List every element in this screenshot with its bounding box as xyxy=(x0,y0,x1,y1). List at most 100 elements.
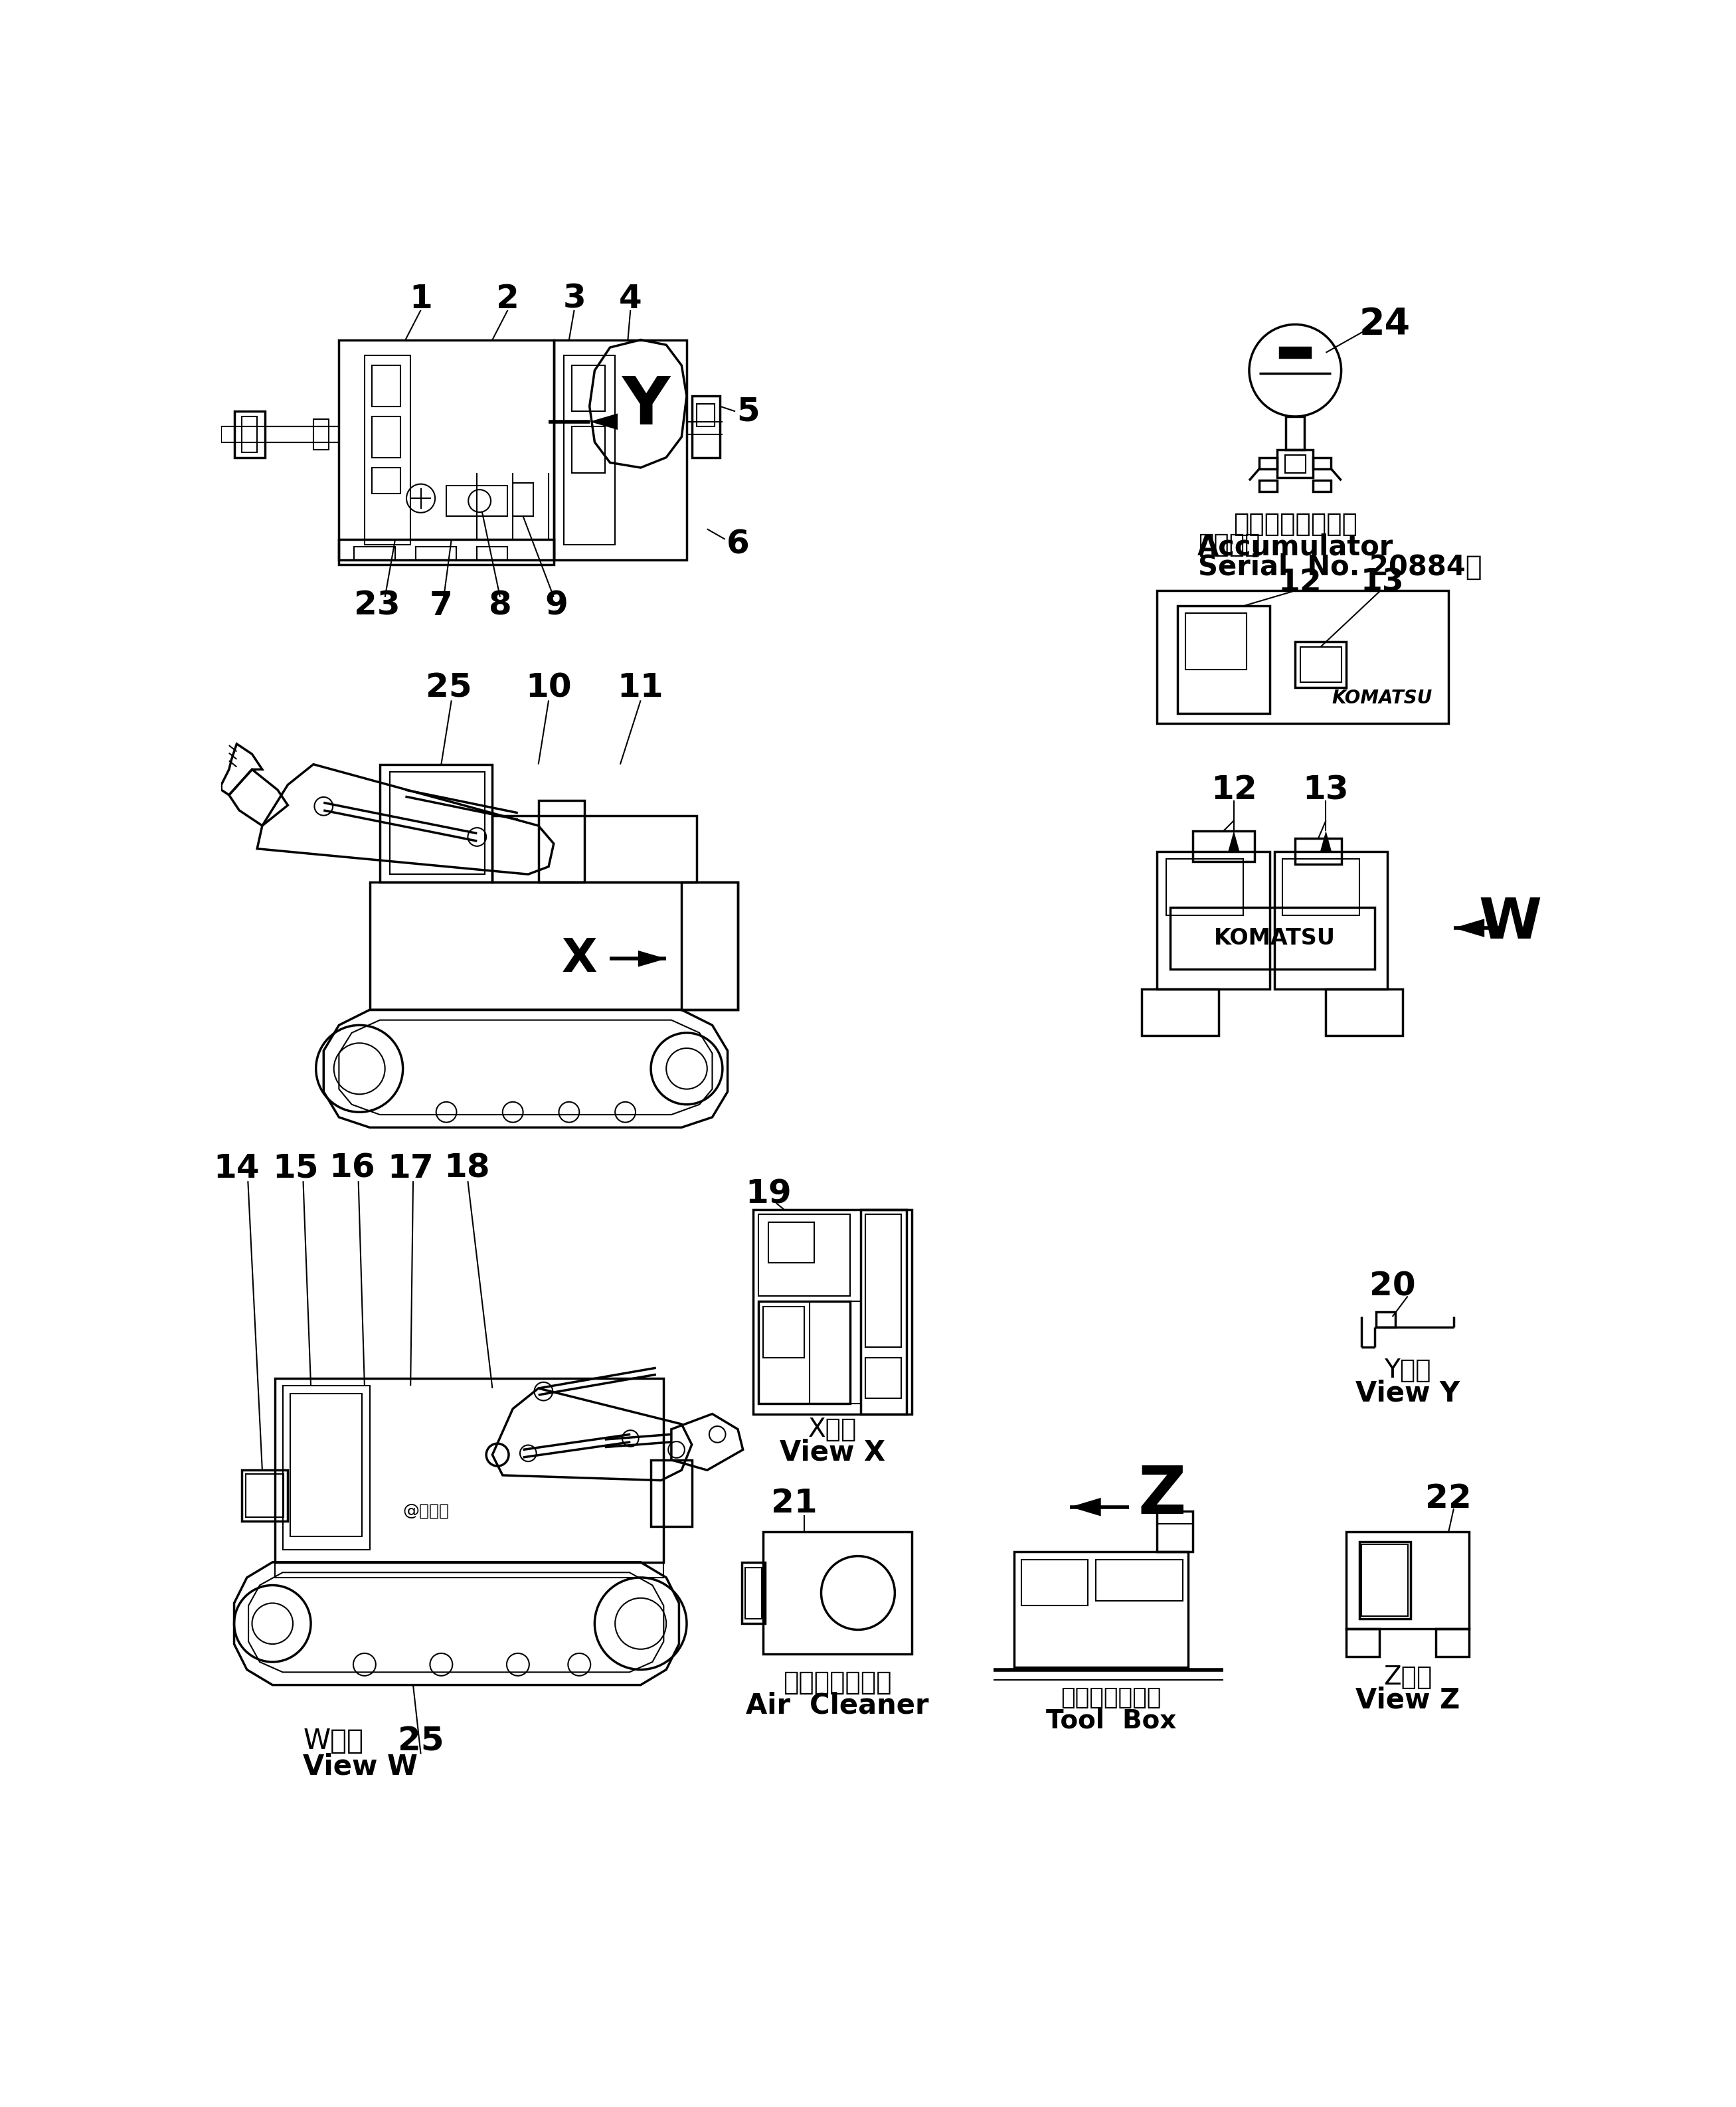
Bar xyxy=(809,1302,861,1403)
Bar xyxy=(1158,590,1448,723)
Text: View W: View W xyxy=(304,1753,418,1780)
Bar xyxy=(415,548,457,560)
Polygon shape xyxy=(1321,830,1332,851)
Text: W: W xyxy=(1479,895,1542,950)
Bar xyxy=(741,1561,766,1624)
Text: 3: 3 xyxy=(562,282,585,314)
Bar xyxy=(1312,480,1332,491)
Bar xyxy=(1285,455,1305,472)
Text: KOMATSU: KOMATSU xyxy=(1332,689,1432,708)
Bar xyxy=(372,365,401,407)
Bar xyxy=(1295,641,1347,687)
Text: 12: 12 xyxy=(1210,773,1257,805)
Text: 22: 22 xyxy=(1425,1483,1472,1515)
Bar xyxy=(1014,1553,1187,1667)
Bar xyxy=(1177,605,1269,712)
Bar xyxy=(370,883,738,1009)
Bar xyxy=(1095,1559,1182,1601)
Bar xyxy=(696,405,715,428)
Bar xyxy=(391,771,484,874)
Text: 5: 5 xyxy=(736,396,760,428)
Bar xyxy=(861,1209,906,1414)
Bar xyxy=(1283,860,1359,914)
Text: Y: Y xyxy=(621,375,670,438)
Bar xyxy=(1259,480,1278,491)
Bar xyxy=(339,339,554,560)
Text: 14: 14 xyxy=(214,1153,260,1184)
Text: Tool  Box: Tool Box xyxy=(1045,1709,1177,1734)
Bar xyxy=(241,1471,288,1521)
Bar xyxy=(1142,990,1219,1035)
Bar xyxy=(1377,1311,1396,1327)
Bar xyxy=(372,417,401,457)
Polygon shape xyxy=(1229,830,1240,851)
Bar xyxy=(693,396,720,457)
Bar xyxy=(1170,908,1375,969)
Text: 4: 4 xyxy=(620,282,642,314)
Bar xyxy=(477,548,507,560)
Bar xyxy=(1021,1559,1088,1606)
Bar xyxy=(314,419,328,449)
Bar xyxy=(1259,457,1278,468)
Text: 20: 20 xyxy=(1370,1271,1415,1302)
Bar xyxy=(380,765,493,883)
Polygon shape xyxy=(1453,919,1484,938)
Bar xyxy=(651,1460,693,1525)
Text: エアークリーナ: エアークリーナ xyxy=(783,1669,892,1694)
Text: アキュームレータ: アキュームレータ xyxy=(1233,512,1358,537)
Text: 11: 11 xyxy=(618,672,663,704)
Text: X　視: X 視 xyxy=(807,1416,858,1441)
Text: W　視: W 視 xyxy=(304,1728,363,1755)
Bar xyxy=(682,883,738,1009)
Text: 19: 19 xyxy=(745,1178,792,1209)
Bar xyxy=(764,1306,804,1357)
Bar xyxy=(1295,839,1342,864)
Text: 17: 17 xyxy=(387,1153,434,1184)
Text: KOMATSU: KOMATSU xyxy=(1213,927,1335,948)
Polygon shape xyxy=(639,950,667,967)
Text: View Z: View Z xyxy=(1356,1686,1460,1715)
Bar xyxy=(234,411,266,457)
Polygon shape xyxy=(1069,1498,1101,1517)
Text: 13: 13 xyxy=(1302,773,1349,805)
Bar xyxy=(493,815,696,883)
Bar xyxy=(247,1475,283,1517)
Text: Z　視: Z 視 xyxy=(1384,1665,1432,1690)
Bar xyxy=(538,801,585,883)
Bar xyxy=(339,539,554,565)
Text: 25: 25 xyxy=(425,672,472,704)
Bar xyxy=(1300,647,1342,683)
Bar xyxy=(769,1222,814,1262)
Text: View X: View X xyxy=(779,1439,885,1466)
Text: Y　視: Y 視 xyxy=(1384,1357,1430,1382)
Text: Accumulator: Accumulator xyxy=(1198,533,1394,560)
Bar xyxy=(554,339,687,560)
Bar xyxy=(1347,1532,1469,1629)
Bar xyxy=(571,365,604,411)
Text: 適用号機: 適用号機 xyxy=(1198,531,1260,556)
Bar xyxy=(365,356,410,544)
Bar xyxy=(564,356,615,544)
Bar xyxy=(446,485,507,516)
Text: 12: 12 xyxy=(1278,567,1323,598)
Bar xyxy=(1167,860,1243,914)
Bar xyxy=(764,1532,911,1654)
Text: 16: 16 xyxy=(328,1153,375,1184)
Text: 15: 15 xyxy=(273,1153,319,1184)
Bar xyxy=(1158,851,1269,990)
Bar xyxy=(759,1214,851,1296)
Bar xyxy=(1326,990,1403,1035)
Bar xyxy=(866,1357,901,1399)
Text: 2: 2 xyxy=(496,282,519,314)
Polygon shape xyxy=(590,413,618,430)
Bar xyxy=(290,1393,363,1536)
Text: Z: Z xyxy=(1139,1464,1186,1528)
Bar xyxy=(1361,1544,1408,1616)
Bar xyxy=(1193,830,1255,862)
Text: 1: 1 xyxy=(410,282,432,314)
Text: X: X xyxy=(561,936,597,982)
Bar xyxy=(866,1214,901,1346)
Text: 8: 8 xyxy=(488,590,512,622)
Bar xyxy=(1347,1629,1380,1656)
Bar xyxy=(1186,613,1246,670)
